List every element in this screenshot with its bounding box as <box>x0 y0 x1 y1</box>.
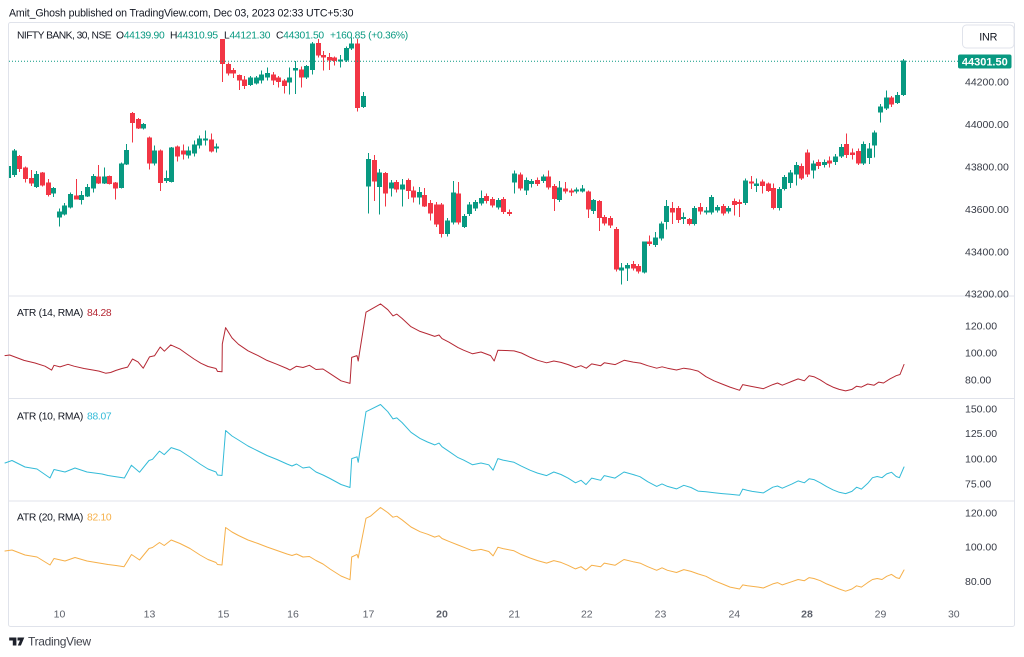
svg-text:100.00: 100.00 <box>965 348 997 360</box>
svg-text:29: 29 <box>875 609 887 621</box>
svg-text:43400.00: 43400.00 <box>965 246 1009 258</box>
svg-text:16: 16 <box>287 609 299 621</box>
svg-text:44000.00: 44000.00 <box>965 119 1009 131</box>
svg-text:100.00: 100.00 <box>965 542 997 554</box>
svg-text:120.00: 120.00 <box>965 320 997 332</box>
svg-text:15: 15 <box>218 609 230 621</box>
svg-text:30: 30 <box>948 609 960 621</box>
svg-text:22: 22 <box>581 609 593 621</box>
svg-text:ATR (10, RMA)88.07: ATR (10, RMA) 88.07 <box>17 412 112 423</box>
svg-text:75.00: 75.00 <box>965 479 991 491</box>
svg-text:TradingView: TradingView <box>28 635 91 649</box>
svg-text:44301.50: 44301.50 <box>962 56 1008 68</box>
svg-text:100.00: 100.00 <box>965 453 997 465</box>
svg-text:43600.00: 43600.00 <box>965 204 1009 216</box>
svg-text:ATR (20, RMA)82.10: ATR (20, RMA) 82.10 <box>17 513 112 524</box>
svg-text:80.00: 80.00 <box>965 374 991 386</box>
svg-text:28: 28 <box>801 609 813 621</box>
svg-text:43800.00: 43800.00 <box>965 162 1009 174</box>
svg-text:125.00: 125.00 <box>965 428 997 440</box>
svg-text:21: 21 <box>508 609 520 621</box>
svg-text:20: 20 <box>436 609 448 621</box>
svg-text:24: 24 <box>728 609 740 621</box>
svg-text:43200.00: 43200.00 <box>965 289 1009 301</box>
svg-text:17: 17 <box>363 609 375 621</box>
svg-text:13: 13 <box>144 609 156 621</box>
svg-text:10: 10 <box>54 609 66 621</box>
svg-text:150.00: 150.00 <box>965 403 997 415</box>
svg-text:120.00: 120.00 <box>965 507 997 519</box>
svg-text:ATR (14, RMA)84.28: ATR (14, RMA) 84.28 <box>17 308 112 319</box>
svg-text:Amit_Ghosh published on Tradin: Amit_Ghosh published on TradingView.com,… <box>9 8 354 20</box>
svg-text:23: 23 <box>655 609 667 621</box>
svg-text:INR: INR <box>979 31 997 43</box>
svg-text:44200.00: 44200.00 <box>965 77 1009 89</box>
svg-text:80.00: 80.00 <box>965 576 991 588</box>
